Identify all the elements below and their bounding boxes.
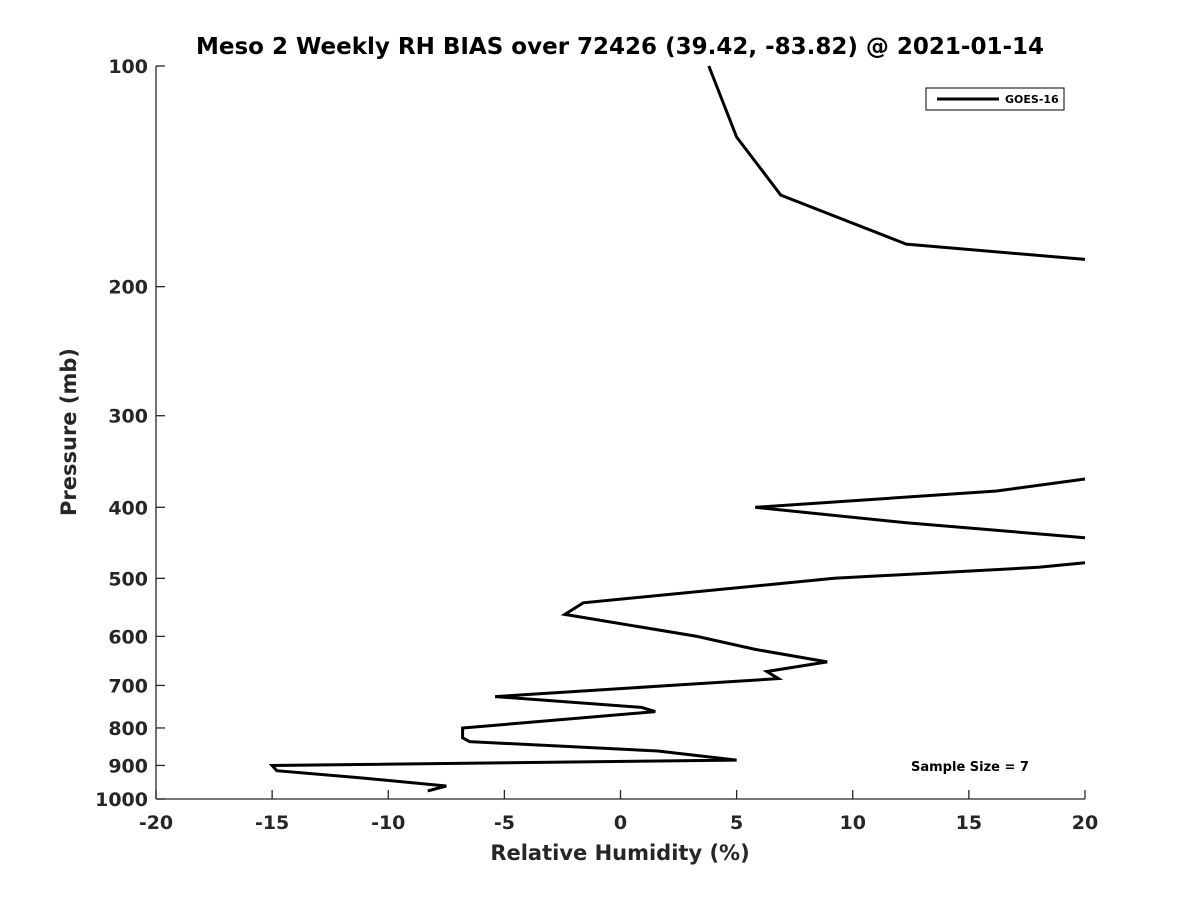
y-tick-label: 400 bbox=[108, 497, 148, 519]
y-tick-label: 100 bbox=[108, 56, 148, 78]
series-layer bbox=[268, 65, 1086, 793]
y-tick-label: 800 bbox=[108, 718, 148, 740]
plot-background bbox=[156, 66, 1085, 799]
y-tick-label: 900 bbox=[108, 755, 148, 777]
series-line-goes-16 bbox=[268, 561, 1086, 793]
y-tick-label: 700 bbox=[108, 675, 148, 697]
x-tick-label: 10 bbox=[840, 812, 866, 834]
x-ticks: -20 -15 -10 -5 0 5 10 15 20 bbox=[139, 790, 1098, 834]
y-tick-label: 200 bbox=[108, 277, 148, 299]
series-line-goes-16 bbox=[707, 65, 1086, 261]
legend-label: GOES-16 bbox=[1005, 93, 1059, 106]
y-ticks: 100 200 300 400 500 600 700 800 900 1000 bbox=[95, 56, 165, 811]
legend: GOES-16 bbox=[925, 87, 1065, 111]
sample-size-annotation: Sample Size = 7 bbox=[911, 760, 1029, 775]
y-axis-label: Pressure (mb) bbox=[57, 348, 81, 516]
y-tick-label: 1000 bbox=[95, 789, 148, 811]
x-tick-label: 15 bbox=[956, 812, 982, 834]
x-tick-label: 0 bbox=[614, 812, 627, 834]
x-axis-label: Relative Humidity (%) bbox=[490, 841, 749, 865]
x-tick-label: -10 bbox=[371, 812, 405, 834]
x-tick-label: -15 bbox=[255, 812, 289, 834]
series-line-goes-16 bbox=[755, 477, 1086, 540]
x-tick-label: -5 bbox=[494, 812, 515, 834]
x-tick-label: -20 bbox=[139, 812, 173, 834]
chart-title: Meso 2 Weekly RH BIAS over 72426 (39.42,… bbox=[196, 34, 1044, 60]
x-tick-label: 20 bbox=[1072, 812, 1098, 834]
y-tick-label: 300 bbox=[108, 406, 148, 428]
y-tick-label: 500 bbox=[108, 568, 148, 590]
x-tick-label: 5 bbox=[730, 812, 743, 834]
y-tick-label: 600 bbox=[108, 626, 148, 648]
